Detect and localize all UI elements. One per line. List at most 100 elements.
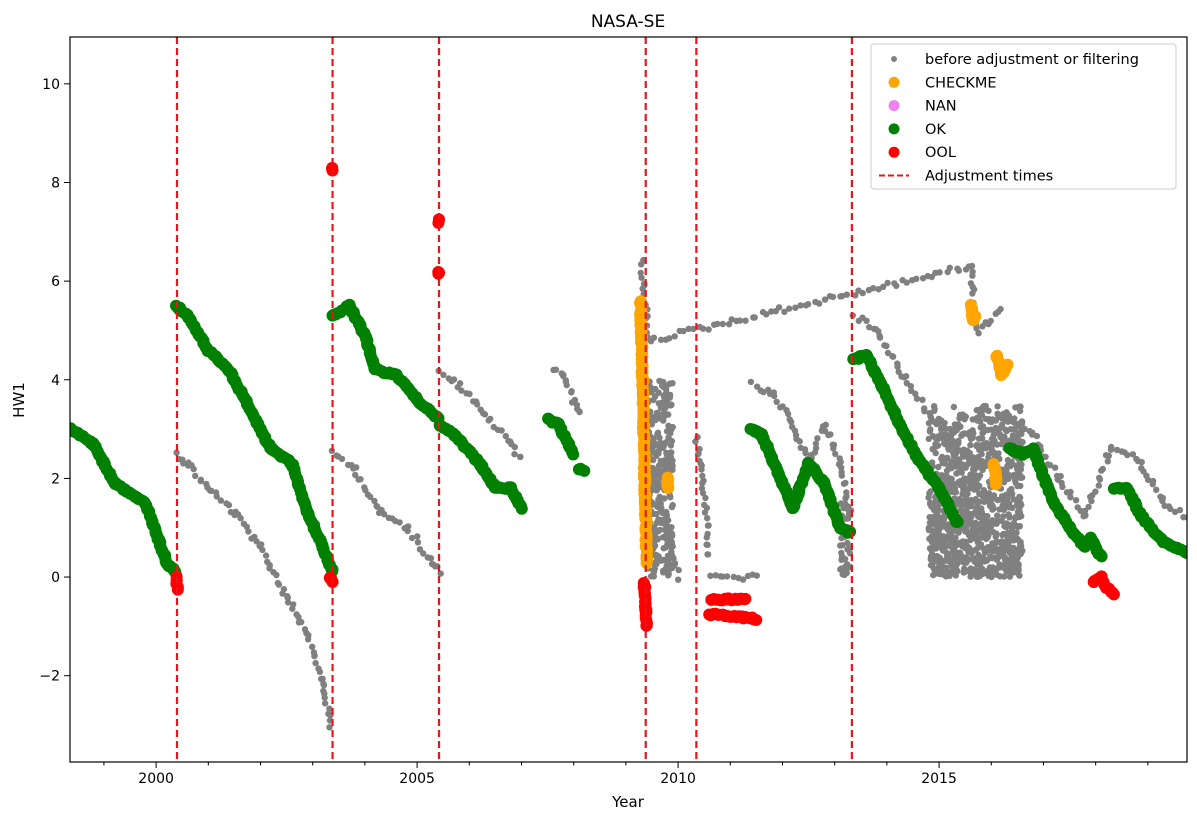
data-point <box>946 572 953 579</box>
data-point <box>973 559 980 566</box>
data-point <box>751 314 758 321</box>
data-point <box>1138 458 1145 466</box>
data-point <box>502 432 509 440</box>
data-point <box>560 371 567 379</box>
data-point <box>668 538 675 545</box>
data-point <box>669 553 676 560</box>
data-point <box>1007 503 1014 511</box>
data-point <box>965 548 972 555</box>
data-point <box>998 415 1006 422</box>
data-point <box>982 492 989 499</box>
data-point <box>656 504 663 511</box>
data-point <box>1004 491 1011 498</box>
data-point <box>380 511 388 518</box>
data-point <box>992 570 1000 577</box>
data-point <box>937 520 944 527</box>
data-point <box>669 380 676 387</box>
data-point <box>648 439 656 446</box>
data-point <box>812 444 820 452</box>
data-point <box>957 555 964 562</box>
x-tick-label: 2015 <box>921 771 957 787</box>
data-point <box>971 509 978 517</box>
data-point <box>997 305 1004 313</box>
data-point <box>912 390 919 397</box>
data-point <box>655 496 662 504</box>
data-point <box>998 496 1005 503</box>
data-point <box>266 565 273 572</box>
data-point <box>974 504 981 511</box>
data-point <box>747 378 755 386</box>
data-point <box>213 493 220 500</box>
data-point <box>968 521 976 528</box>
data-point <box>638 274 645 281</box>
data-point <box>371 497 378 505</box>
data-point <box>652 385 659 393</box>
data-point <box>903 279 910 286</box>
data-point <box>568 389 575 396</box>
axes-frame <box>69 36 1188 763</box>
data-point <box>843 291 850 298</box>
data-point <box>973 441 981 449</box>
data-point <box>994 512 1001 519</box>
data-point <box>704 541 711 549</box>
data-point <box>913 275 920 282</box>
data-point <box>1013 432 1020 439</box>
data-point <box>981 556 989 564</box>
data-point <box>898 373 905 380</box>
data-point <box>1107 588 1120 601</box>
data-point <box>870 285 877 292</box>
data-point <box>656 434 663 441</box>
data-point <box>703 534 710 541</box>
data-point <box>675 566 682 574</box>
data-point <box>895 368 902 376</box>
data-point <box>943 472 950 479</box>
data-point <box>667 430 674 437</box>
data-point <box>180 460 187 467</box>
data-point <box>309 643 316 650</box>
data-point <box>699 489 707 497</box>
data-point <box>440 371 447 378</box>
data-point <box>832 450 839 458</box>
data-point <box>990 431 997 439</box>
data-point <box>1105 452 1113 459</box>
data-point <box>655 400 662 407</box>
data-point <box>1095 482 1103 489</box>
data-point <box>955 459 963 466</box>
data-point <box>742 317 749 324</box>
data-point <box>979 423 987 430</box>
data-point <box>938 434 945 442</box>
data-point <box>298 618 305 626</box>
data-point <box>671 333 678 340</box>
data-point <box>992 424 999 432</box>
data-point <box>707 572 714 579</box>
data-point <box>1010 496 1017 503</box>
data-point <box>771 392 778 400</box>
data-point <box>1001 573 1008 580</box>
data-point <box>999 501 1006 509</box>
legend-label-checkme: CHECKME <box>925 75 997 91</box>
data-point <box>1184 514 1187 521</box>
data-point <box>937 426 945 433</box>
data-point <box>1013 554 1020 561</box>
data-point <box>427 555 435 562</box>
plot-area <box>70 37 1187 762</box>
data-point <box>996 564 1003 571</box>
data-point <box>844 525 857 538</box>
data-point <box>983 443 990 451</box>
data-point <box>1082 512 1089 519</box>
data-point <box>660 556 667 564</box>
data-point <box>466 390 473 398</box>
data-point <box>889 353 897 360</box>
data-point <box>978 412 986 419</box>
data-point <box>666 464 673 471</box>
data-point <box>935 527 942 534</box>
data-point <box>972 496 979 503</box>
data-point <box>650 396 657 404</box>
data-point <box>1019 547 1026 554</box>
data-point <box>952 572 959 579</box>
data-point <box>1167 505 1174 513</box>
data-point <box>736 317 744 324</box>
legend-marker-checkme <box>888 76 900 88</box>
data-point <box>975 330 982 337</box>
data-point <box>663 566 670 573</box>
